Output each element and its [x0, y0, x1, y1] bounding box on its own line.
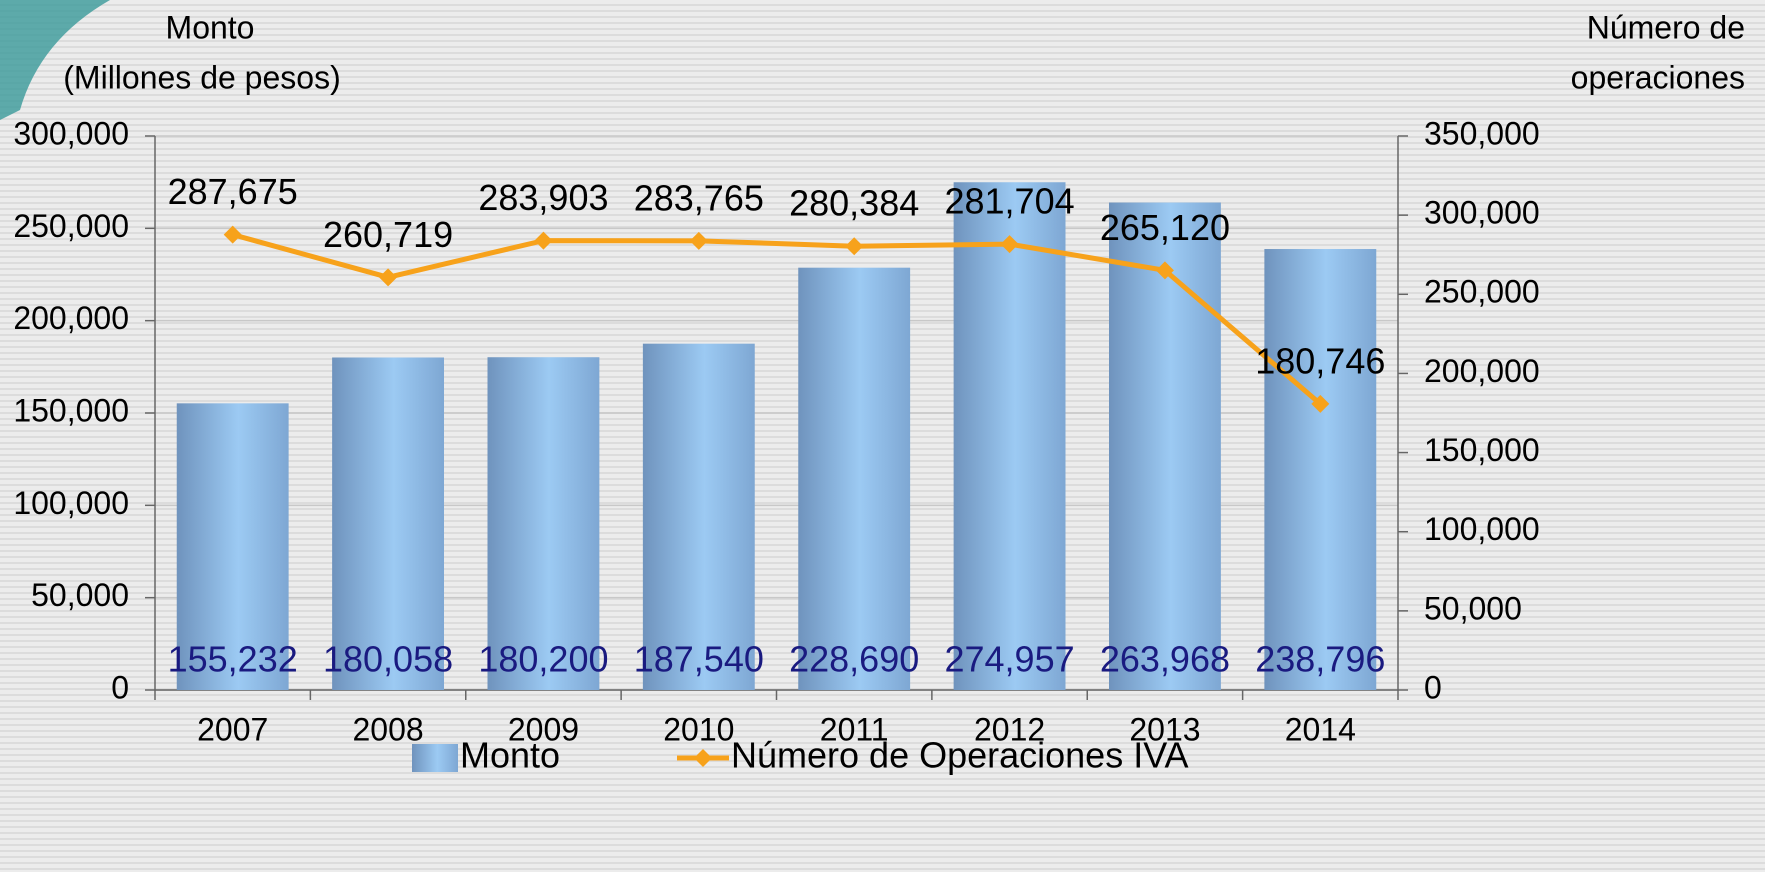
line-marker	[534, 231, 553, 250]
bar	[642, 343, 755, 690]
data-label: 238,796	[1255, 639, 1385, 680]
bar	[1264, 249, 1377, 691]
x-tick-label: 2011	[820, 711, 889, 747]
data-label: 263,968	[1100, 639, 1230, 680]
data-label: 283,903	[478, 177, 608, 218]
data-label: 180,746	[1255, 340, 1385, 381]
x-tick-label: 2007	[197, 711, 268, 747]
y2-axis-title: operaciones	[1571, 59, 1745, 95]
line-marker	[223, 225, 242, 244]
x-tick-label: 2009	[508, 711, 579, 747]
line-marker	[845, 237, 864, 256]
line-marker	[1155, 261, 1174, 280]
legend-swatch	[412, 744, 458, 772]
data-label: 283,765	[634, 177, 764, 218]
bar	[332, 357, 444, 690]
bar	[176, 403, 289, 690]
x-tick-label: 2014	[1285, 711, 1356, 747]
line	[232, 232, 1322, 406]
y-axis-title: Monto	[166, 9, 255, 45]
y2-tick-label: 300,000	[1424, 195, 1540, 231]
legend-swatch	[694, 749, 712, 767]
line-marker	[1000, 235, 1019, 254]
y-tick-label: 50,000	[31, 577, 129, 613]
corner-decoration	[0, 0, 110, 120]
x-tick-label: 2013	[1129, 711, 1200, 747]
data-label: 180,200	[478, 639, 608, 680]
line-marker	[689, 231, 708, 250]
data-label: 280,384	[789, 183, 919, 224]
y-tick-label: 150,000	[13, 392, 129, 428]
x-tick-label: 2008	[352, 711, 423, 747]
y2-tick-label: 50,000	[1424, 590, 1522, 626]
y2-tick-label: 250,000	[1424, 274, 1540, 310]
data-label: 228,690	[789, 639, 919, 680]
data-label: 260,719	[323, 214, 453, 255]
y2-tick-label: 100,000	[1424, 511, 1540, 547]
y-tick-label: 300,000	[13, 115, 129, 151]
data-label: 265,120	[1100, 207, 1230, 248]
y2-axis-title: Número de	[1587, 9, 1745, 45]
bar	[798, 267, 911, 690]
y-tick-label: 100,000	[13, 485, 129, 521]
data-label: 274,957	[944, 639, 1074, 680]
x-tick-label: 2012	[974, 711, 1045, 747]
legend-label: Monto	[460, 735, 560, 776]
bar	[487, 357, 600, 690]
y-tick-label: 200,000	[13, 300, 129, 336]
data-label: 155,232	[168, 639, 298, 680]
data-label: 281,704	[944, 181, 1074, 222]
line-marker	[379, 268, 398, 287]
x-tick-label: 2010	[663, 711, 734, 747]
data-label: 180,058	[323, 639, 453, 680]
y2-tick-label: 200,000	[1424, 353, 1540, 389]
y-tick-label: 250,000	[13, 208, 129, 244]
y-axis-title: (Millones de pesos)	[63, 59, 340, 95]
legend-label: Número de Operaciones IVA	[731, 735, 1189, 776]
y2-tick-label: 150,000	[1424, 432, 1540, 468]
line-marker	[1311, 394, 1330, 413]
y2-tick-label: 350,000	[1424, 115, 1540, 151]
bar	[953, 182, 1066, 690]
y2-tick-label: 0	[1424, 669, 1442, 705]
y-tick-label: 0	[111, 669, 129, 705]
bar	[1109, 202, 1221, 690]
data-label: 287,675	[168, 171, 298, 212]
data-label: 187,540	[634, 639, 764, 680]
